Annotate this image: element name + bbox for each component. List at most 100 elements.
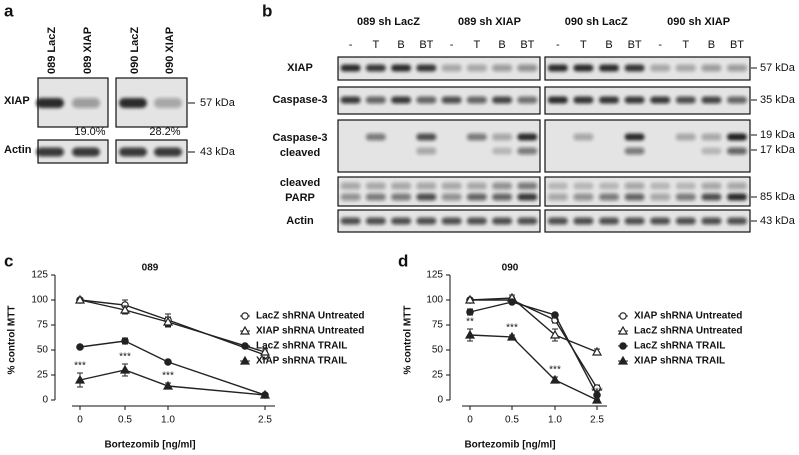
band: [441, 182, 462, 190]
chart-title: 089: [142, 263, 159, 274]
band: [340, 182, 361, 190]
band: [675, 217, 696, 225]
panel-label: d: [398, 251, 408, 270]
marker: [239, 325, 251, 335]
band: [547, 96, 568, 104]
panel-label: b: [262, 1, 272, 20]
x-tick-label: 1.0: [161, 415, 175, 426]
x-tick-label: 1.0: [548, 415, 562, 426]
y-tick-label: 25: [432, 370, 444, 381]
x-tick-label: 0.5: [118, 415, 132, 426]
band: [547, 217, 568, 225]
band: [573, 193, 594, 201]
band: [517, 182, 538, 190]
legend-label: LacZ shRNA Untreated: [256, 311, 365, 322]
lane-label: T: [580, 39, 587, 51]
y-tick-label: 75: [37, 320, 49, 331]
marker: [259, 346, 271, 356]
y-tick-label: 125: [31, 270, 48, 281]
band: [340, 217, 361, 225]
y-tick-label: 50: [37, 345, 49, 356]
percentage: 28.2%: [149, 126, 180, 138]
marker: [241, 342, 249, 350]
y-tick-label: 0: [42, 395, 48, 406]
band: [727, 217, 747, 225]
band: [701, 217, 722, 225]
marker: [506, 331, 518, 341]
marker: [591, 346, 603, 356]
band: [650, 193, 671, 201]
lane-label: BT: [628, 39, 642, 51]
band: [650, 182, 671, 190]
band: [599, 64, 619, 72]
marker: [119, 364, 131, 374]
series-line: [79, 340, 266, 396]
band: [573, 96, 594, 104]
marker: [617, 355, 629, 365]
lane-label: T: [473, 39, 480, 51]
x-tick-label: 2.5: [258, 415, 272, 426]
lane-label: -: [450, 39, 454, 51]
marker: [464, 329, 476, 339]
x-tick-label: 0: [467, 415, 473, 426]
marker: [164, 358, 172, 366]
band: [466, 182, 487, 190]
band: [675, 96, 696, 104]
band: [492, 64, 513, 72]
significance-label: ***: [591, 387, 603, 398]
significance-label: **: [466, 317, 474, 328]
band: [72, 98, 100, 108]
lane-label: T: [372, 39, 379, 51]
marker: [619, 342, 627, 350]
group-label: 089 sh LacZ: [357, 16, 420, 28]
band: [441, 193, 462, 201]
band: [517, 193, 538, 201]
series-line: [79, 369, 266, 396]
blot-frame: [337, 119, 541, 173]
y-axis-label: % control MTT: [403, 306, 414, 375]
size-label: 43 kDa: [760, 215, 796, 227]
band: [492, 147, 513, 155]
y-tick-label: 100: [426, 295, 443, 306]
legend-label: LacZ shRNA TRAIL: [634, 341, 725, 352]
lane-label: -: [556, 39, 560, 51]
marker: [617, 325, 629, 335]
band: [624, 193, 645, 201]
band: [650, 64, 671, 72]
legend-label: XIAP shRNA TRAIL: [634, 356, 725, 367]
band: [573, 217, 594, 225]
size-label: 43 kDa: [200, 146, 236, 158]
marker: [74, 374, 86, 384]
group-label: 090 sh LacZ: [565, 16, 628, 28]
band: [365, 96, 386, 104]
band: [154, 147, 182, 157]
lane-label: -: [349, 39, 353, 51]
blot-frame: [544, 119, 751, 173]
band: [517, 133, 538, 141]
band: [416, 182, 437, 190]
group-label: 089 sh XIAP: [458, 16, 521, 28]
row-label: Caspase-3: [272, 132, 327, 144]
marker: [259, 389, 271, 399]
chart-title: 090: [502, 263, 519, 274]
y-tick-label: 25: [37, 370, 49, 381]
row-label: XIAP: [287, 62, 313, 74]
y-tick-label: 0: [437, 395, 443, 406]
marker: [162, 380, 174, 390]
band: [701, 96, 722, 104]
band: [391, 182, 412, 190]
band: [573, 182, 594, 190]
lane-label: T: [682, 39, 689, 51]
lane-label: 090 LacZ: [129, 27, 141, 74]
lane-label: B: [397, 39, 404, 51]
y-axis-label: % control MTT: [7, 306, 18, 375]
band: [72, 147, 100, 157]
band: [416, 147, 437, 155]
band: [701, 193, 722, 201]
band: [599, 217, 619, 225]
marker: [619, 312, 627, 320]
row-label: cleaved: [280, 177, 320, 189]
blot-frame: [337, 56, 541, 81]
percentage: 19.0%: [74, 126, 105, 138]
